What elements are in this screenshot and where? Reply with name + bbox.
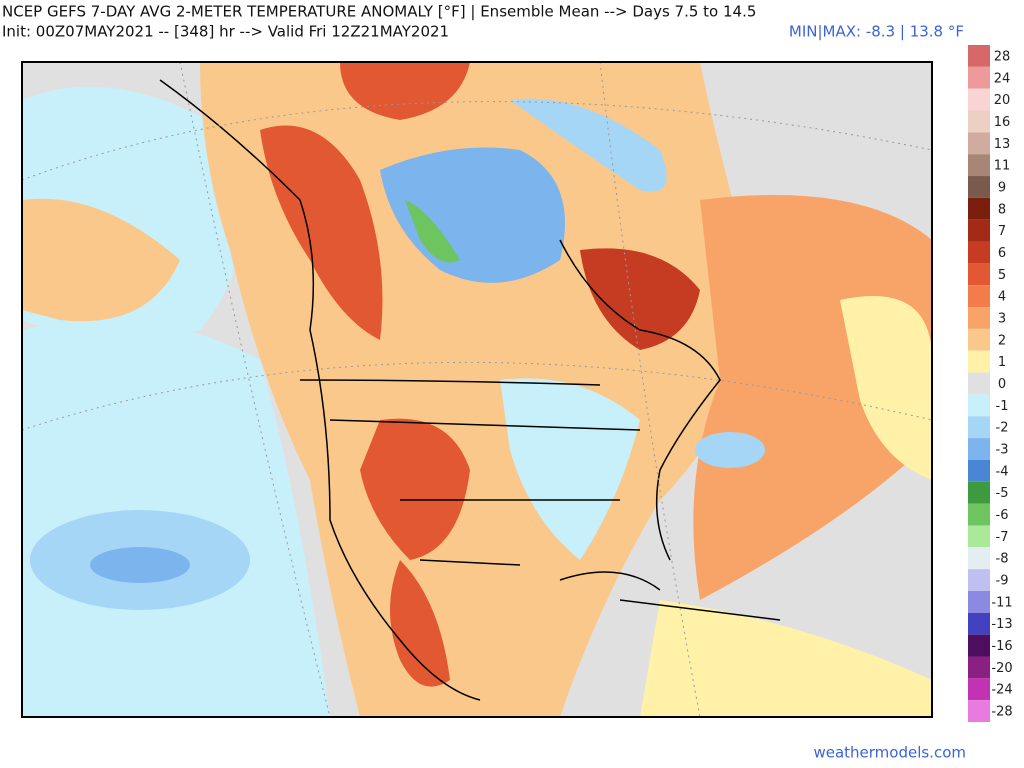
legend-swatch	[968, 45, 990, 67]
legend-swatch	[968, 219, 990, 242]
title: NCEP GEFS 7-DAY AVG 2-METER TEMPERATURE …	[2, 3, 756, 21]
legend-label: 8	[998, 202, 1006, 217]
legend-swatch	[968, 176, 990, 198]
legend-label: -28	[991, 705, 1012, 720]
legend-label: -20	[991, 661, 1012, 676]
color-legend: 28 24 20 16 13 11 9 8 7 6 5 4 3 2 1 0 -1 -2 -3 -4 -5 -6 -7 -8 -9…	[968, 45, 1013, 722]
legend-swatch	[968, 241, 990, 264]
legend-swatch	[968, 503, 990, 526]
legend-label: -7	[996, 530, 1009, 545]
legend-label: -3	[996, 443, 1009, 458]
legend-label: -5	[996, 486, 1009, 501]
legend-label: 4	[998, 290, 1006, 305]
subtitle: Init: 00Z07MAY2021 -- [348] hr --> Valid…	[2, 23, 449, 41]
legend-swatch	[968, 459, 990, 482]
legend-swatch	[968, 394, 990, 417]
legend-swatch	[968, 328, 990, 351]
legend-label: 28	[994, 49, 1011, 64]
legend-label: 24	[994, 71, 1011, 86]
legend-label: -4	[996, 464, 1009, 479]
legend-label: -11	[991, 595, 1012, 610]
legend-swatch	[968, 656, 990, 679]
legend-swatch	[968, 634, 990, 657]
legend-swatch	[968, 307, 990, 329]
legend-label: -9	[996, 574, 1009, 589]
legend-label: 5	[998, 268, 1006, 283]
legend-label: -2	[996, 421, 1009, 436]
legend-label: 2	[998, 333, 1006, 348]
legend-label: 0	[998, 377, 1006, 392]
legend-label: -16	[991, 639, 1012, 654]
legend-swatch	[968, 197, 990, 220]
legend-label: -13	[991, 617, 1012, 632]
legend-swatch	[968, 678, 990, 701]
legend-swatch	[968, 110, 990, 133]
legend-swatch	[968, 132, 990, 155]
map	[21, 61, 933, 718]
legend-swatch	[968, 154, 990, 177]
legend-swatch	[968, 438, 990, 460]
footer: weathermodels.com	[813, 744, 966, 762]
legend-label: 16	[994, 115, 1011, 130]
legend-swatch	[968, 547, 990, 570]
legend-swatch	[968, 569, 990, 591]
legend-swatch	[968, 612, 990, 635]
legend-swatch	[968, 350, 990, 373]
legend-label: 6	[998, 246, 1006, 261]
legend-label: 3	[998, 311, 1006, 326]
legend-swatch	[968, 372, 990, 395]
legend-label: -1	[996, 399, 1009, 414]
legend-label: 1	[998, 355, 1006, 370]
legend-label: -24	[991, 683, 1012, 698]
legend-label: -6	[996, 508, 1009, 523]
legend-label: -8	[996, 552, 1009, 567]
legend-label: 11	[994, 159, 1011, 174]
legend-label: 13	[994, 137, 1011, 152]
legend-swatch	[968, 700, 990, 722]
legend-swatch	[968, 590, 990, 613]
legend-label: 7	[998, 224, 1006, 239]
legend-swatch	[968, 263, 990, 286]
legend-label: 20	[994, 93, 1011, 108]
min-max: MIN|MAX: -8.3 | 13.8 °F	[789, 23, 964, 41]
legend-swatch	[968, 481, 990, 504]
legend-swatch	[968, 525, 990, 548]
legend-label: 9	[998, 180, 1006, 195]
legend-swatch	[968, 285, 990, 308]
legend-swatch	[968, 88, 990, 111]
legend-swatch	[968, 416, 990, 439]
legend-swatch	[968, 66, 990, 89]
